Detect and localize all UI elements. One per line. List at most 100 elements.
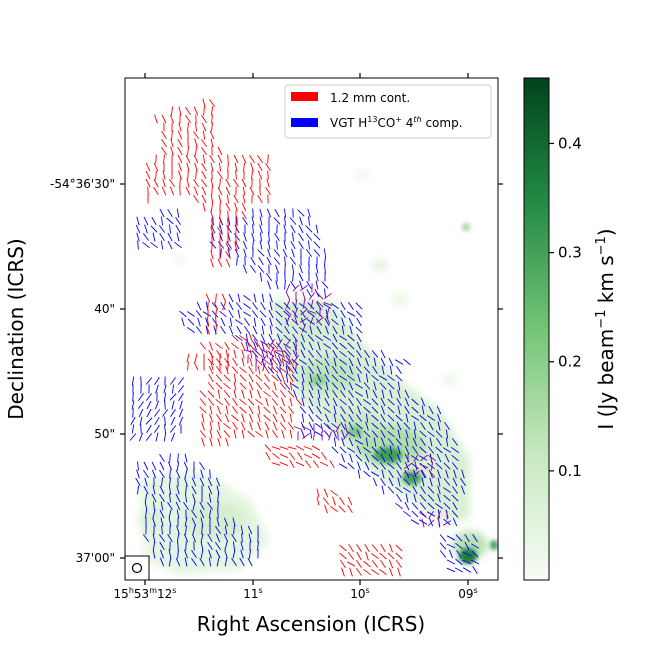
vgt-segment bbox=[410, 415, 420, 421]
continuum-segment bbox=[215, 398, 223, 406]
vgt-segment bbox=[444, 453, 450, 463]
vgt-segment bbox=[184, 557, 188, 567]
overlap-segment bbox=[419, 463, 429, 469]
vgt-segment bbox=[379, 422, 387, 430]
continuum-segment bbox=[365, 551, 369, 561]
colorbar-tick-label: 0.4 bbox=[558, 134, 582, 152]
vgt-segment bbox=[152, 541, 156, 551]
vgt-segment bbox=[273, 249, 281, 257]
vgt-segment bbox=[332, 349, 338, 359]
vgt-segment bbox=[371, 374, 379, 382]
vgt-segment bbox=[365, 437, 369, 447]
vgt-segment bbox=[300, 333, 306, 343]
vgt-segment bbox=[159, 470, 165, 478]
vgt-segment bbox=[379, 446, 387, 454]
vgt-segment bbox=[427, 486, 435, 494]
vgt-segment bbox=[380, 453, 386, 463]
continuum-segment bbox=[233, 178, 239, 188]
overlap-segment bbox=[284, 339, 292, 347]
continuum-segment bbox=[289, 459, 295, 469]
vgt-segment bbox=[446, 567, 456, 573]
continuum-segment bbox=[218, 218, 222, 228]
vgt-segment bbox=[309, 373, 313, 383]
vgt-segment bbox=[251, 334, 259, 342]
intensity-map bbox=[138, 170, 498, 575]
overlap-segment bbox=[302, 299, 306, 309]
continuum-segment bbox=[215, 358, 223, 366]
continuum-segment bbox=[324, 504, 328, 514]
vgt-segment bbox=[396, 453, 402, 463]
vgt-segment bbox=[142, 241, 150, 249]
vgt-segment bbox=[184, 469, 188, 479]
continuum-segment bbox=[224, 397, 230, 407]
continuum-segment bbox=[234, 242, 238, 252]
vgt-segment bbox=[144, 477, 148, 487]
vgt-segment bbox=[437, 493, 441, 503]
vgt-segment bbox=[380, 413, 386, 423]
x-axis bbox=[144, 73, 469, 585]
overlap-segment bbox=[293, 355, 299, 363]
vgt-segment bbox=[355, 366, 363, 374]
vgt-segment bbox=[323, 343, 331, 349]
continuum-segment bbox=[208, 349, 214, 359]
vgt-segment bbox=[178, 416, 184, 426]
continuum-segment bbox=[186, 146, 190, 156]
continuum-segment bbox=[171, 130, 173, 140]
overlap-segment bbox=[294, 346, 298, 356]
vgt-segment bbox=[437, 485, 441, 495]
vgt-segment bbox=[315, 358, 323, 366]
overlap-segment bbox=[437, 510, 441, 520]
vgt-segment bbox=[266, 273, 272, 281]
continuum-segment bbox=[161, 130, 167, 140]
vgt-segment bbox=[341, 325, 345, 335]
vgt-segment bbox=[261, 349, 265, 359]
vgt-segment bbox=[472, 533, 478, 543]
vgt-segment bbox=[152, 232, 156, 242]
vgt-segment bbox=[332, 309, 338, 319]
continuum-segment bbox=[185, 115, 191, 123]
vgt-segment bbox=[215, 533, 221, 543]
continuum-segment bbox=[255, 358, 263, 366]
vgt-segment bbox=[169, 453, 171, 463]
continuum-segment bbox=[241, 413, 245, 423]
vgt-segment bbox=[276, 240, 278, 250]
continuum-segment bbox=[210, 162, 214, 172]
vgt-segment bbox=[412, 446, 418, 454]
continuum-segment bbox=[233, 429, 237, 439]
overlap-segment bbox=[323, 301, 333, 307]
continuum-segment bbox=[227, 162, 229, 172]
continuum-segment bbox=[287, 422, 295, 430]
vgt-segment bbox=[316, 325, 322, 335]
vgt-segment bbox=[261, 357, 265, 367]
continuum-segment bbox=[288, 452, 296, 460]
overlap-segment bbox=[442, 520, 452, 526]
vgt-segment bbox=[146, 400, 152, 410]
vgt-segment bbox=[176, 533, 180, 543]
vgt-segment bbox=[413, 493, 417, 503]
continuum-segment bbox=[209, 421, 213, 431]
vgt-segment bbox=[185, 525, 187, 535]
continuum-segment bbox=[311, 445, 321, 451]
continuum-segment bbox=[257, 155, 263, 163]
vgt-segment bbox=[397, 445, 401, 455]
vgt-segment bbox=[260, 333, 266, 343]
vgt-segment bbox=[413, 469, 417, 479]
continuum-segment bbox=[193, 361, 199, 371]
y-tick-label-3630: -54°36'30" bbox=[50, 177, 115, 191]
vgt-segment bbox=[283, 359, 291, 365]
vgt-segment bbox=[199, 509, 205, 519]
vgt-segment bbox=[323, 288, 327, 298]
continuum-segment bbox=[210, 194, 214, 204]
vgt-segment bbox=[387, 374, 395, 382]
vgt-segment bbox=[207, 502, 213, 510]
vgt-segment bbox=[348, 357, 354, 367]
vgt-segment bbox=[207, 541, 213, 551]
vgt-segment bbox=[331, 303, 339, 309]
vgt-segment bbox=[355, 422, 363, 430]
vgt-segment bbox=[142, 233, 150, 241]
continuum-segment bbox=[289, 413, 293, 423]
continuum-segment bbox=[218, 194, 222, 204]
vgt-segment bbox=[196, 301, 202, 311]
vgt-segment bbox=[379, 382, 387, 390]
